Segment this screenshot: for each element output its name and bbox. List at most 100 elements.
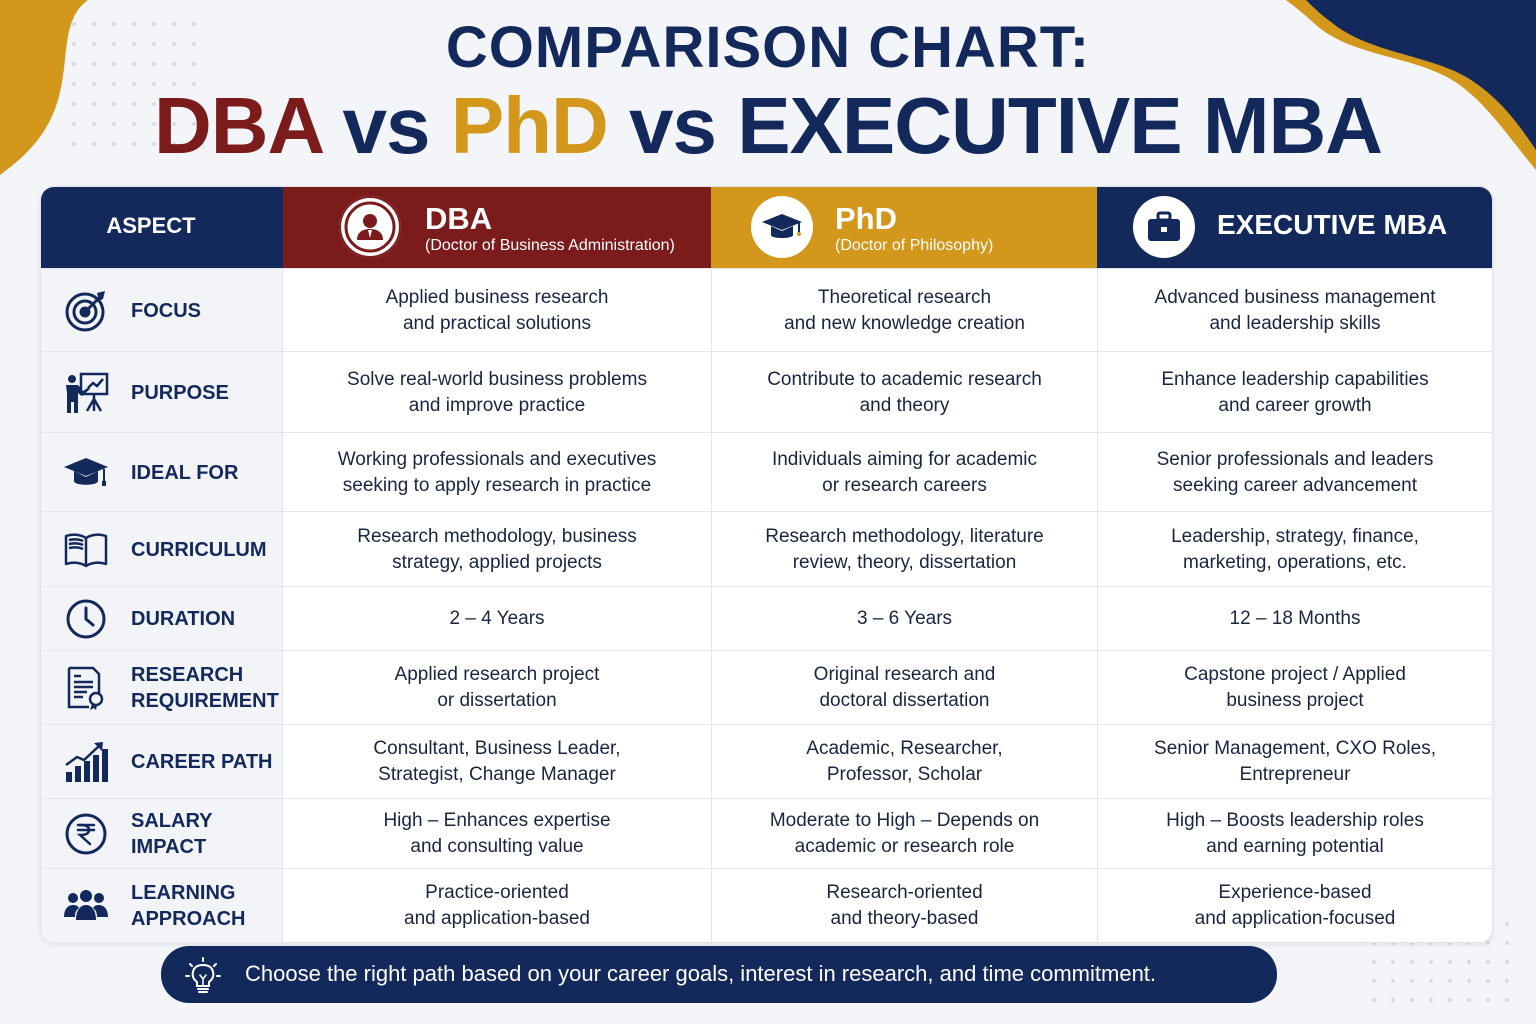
- dba-cell-text: Solve real-world business problems and i…: [347, 368, 647, 416]
- dba-cell-text: Research methodology, business strategy,…: [357, 525, 637, 573]
- header-emba: EXECUTIVE MBA: [1097, 187, 1492, 268]
- aspect-label: PURPOSE: [131, 381, 229, 404]
- decor-dot: [1486, 979, 1490, 983]
- decor-dot: [1372, 998, 1376, 1002]
- aspect-cell: CURRICULUM: [41, 512, 283, 587]
- emba-cell: High – Boosts leadership roles and earni…: [1098, 799, 1492, 869]
- emba-cell-text: Senior professionals and leaders seeking…: [1156, 448, 1434, 496]
- emba-cell: Senior Management, CXO Roles, Entreprene…: [1098, 725, 1492, 799]
- page-title-line1: COMPARISON CHART:: [445, 15, 1091, 80]
- aspect-label: LEARNING APPROACH: [131, 882, 246, 930]
- emba-cell: Capstone project / Applied business proj…: [1098, 651, 1492, 725]
- dba-cell-text: Working professionals and executives see…: [337, 448, 657, 496]
- table-row: DURATION 2 – 4 Years 3 – 6 Years 12 – 18 Mo…: [41, 586, 1492, 651]
- header-dba: DBA (Doctor of Business Administration): [283, 187, 711, 268]
- dba-cell: Applied business research and practical …: [283, 269, 712, 352]
- phd-cell: Theoretical research and new knowledge c…: [712, 269, 1098, 352]
- decor-dot: [1410, 998, 1414, 1002]
- dba-cell-text: 2 – 4 Years: [449, 608, 545, 629]
- emba-cell-text: Senior Management, CXO Roles, Entreprene…: [1154, 738, 1436, 785]
- decor-dot: [1448, 979, 1452, 983]
- decor-dot: [1429, 960, 1433, 964]
- footer-text: Choose the right path based on your care…: [245, 961, 1157, 986]
- decor-dot: [1429, 979, 1433, 983]
- aspect-label: DURATION: [131, 608, 236, 630]
- phd-cell-text: 3 – 6 Years: [856, 608, 953, 629]
- decor-dot: [1410, 960, 1414, 964]
- decor-dot: [1372, 960, 1376, 964]
- dba-cell: 2 – 4 Years: [283, 587, 712, 651]
- dba-cell: Applied research project or dissertation: [283, 651, 712, 725]
- decor-dot: [1372, 979, 1376, 983]
- phd-cell-text: Theoretical research and new knowledge c…: [784, 286, 1025, 334]
- emba-cell-text: High – Boosts leadership roles and earni…: [1166, 810, 1424, 857]
- aspect-cell: FOCUS: [41, 269, 283, 352]
- comparison-table: ASPECT DBA (Doctor of Business Administr…: [40, 186, 1493, 943]
- dba-cell: Research methodology, business strategy,…: [283, 512, 712, 587]
- emba-cell-text: Capstone project / Applied business proj…: [1184, 664, 1406, 711]
- header-phd-subtitle: (Doctor of Philosophy): [835, 237, 994, 254]
- emba-cell-text: Advanced business management and leaders…: [1154, 286, 1436, 334]
- emba-cell: 12 – 18 Months: [1098, 587, 1492, 651]
- rupee-icon: [63, 811, 109, 857]
- emba-cell-text: Experience-based and application-focused: [1194, 882, 1396, 929]
- briefcase-icon: [1133, 196, 1195, 258]
- decor-dot: [1486, 998, 1490, 1002]
- aspect-cell: DURATION: [41, 587, 283, 651]
- phd-cell-text: Contribute to academic research and theo…: [767, 368, 1042, 416]
- table-row: FOCUS Applied business research and pract…: [41, 268, 1492, 352]
- header-aspect: ASPECT: [41, 187, 283, 268]
- emba-cell: Experience-based and application-focused: [1098, 869, 1492, 942]
- phd-cell-text: Individuals aiming for academic or resea…: [771, 448, 1038, 496]
- phd-cell: Contribute to academic research and theo…: [712, 352, 1098, 433]
- table-row: LEARNING APPROACH Practice-oriented and a…: [41, 868, 1492, 942]
- dba-cell-text: Consultant, Business Leader, Strategist,…: [373, 738, 621, 785]
- title-vs-2: vs: [628, 81, 717, 170]
- table-row: CURRICULUM Research methodology, business…: [41, 511, 1492, 587]
- decor-dot: [1467, 998, 1471, 1002]
- dba-cell-text: Practice-oriented and application-based: [404, 882, 590, 929]
- phd-cell: Academic, Researcher, Professor, Scholar: [712, 725, 1098, 799]
- phd-cell: Research-oriented and theory-based: [712, 869, 1098, 942]
- header-dba-subtitle: (Doctor of Business Administration): [425, 237, 675, 254]
- phd-cell: 3 – 6 Years: [712, 587, 1098, 651]
- aspect-label: CURRICULUM: [131, 538, 267, 561]
- phd-cell-text: Moderate to High – Depends on academic o…: [769, 810, 1040, 857]
- emba-cell: Advanced business management and leaders…: [1098, 269, 1492, 352]
- title-vs-1: vs: [342, 81, 431, 170]
- aspect-label: SALARY IMPACT: [131, 810, 213, 858]
- presenter-icon: [63, 369, 109, 415]
- decor-dot: [1505, 960, 1509, 964]
- decor-dot: [1448, 960, 1452, 964]
- title-dba: DBA: [153, 81, 322, 170]
- phd-cell-text: Research methodology, literature review,…: [765, 525, 1044, 573]
- title-phd: PhD: [450, 81, 609, 170]
- table-row: SALARY IMPACT High – Enhances expertise a…: [41, 798, 1492, 869]
- decor-dot: [1448, 998, 1452, 1002]
- phd-cell-text: Research-oriented and theory-based: [826, 882, 983, 929]
- decor-dot: [1410, 979, 1414, 983]
- lightbulb-icon: [185, 957, 221, 993]
- emba-cell: Enhance leadership capabilities and care…: [1098, 352, 1492, 433]
- aspect-label: RESEARCH REQUIREMENT: [131, 664, 279, 712]
- aspect-cell: RESEARCH REQUIREMENT: [41, 651, 283, 725]
- growth-chart-icon: [63, 739, 109, 785]
- dba-cell-text: High – Enhances expertise and consulting…: [383, 810, 611, 857]
- phd-cell-text: Original research and doctoral dissertat…: [813, 664, 996, 711]
- aspect-cell: CAREER PATH: [41, 725, 283, 799]
- title-emba: EXECUTIVE MBA: [737, 81, 1383, 170]
- emba-cell-text: Enhance leadership capabilities and care…: [1161, 368, 1429, 416]
- emba-cell-text: Leadership, strategy, finance, marketing…: [1171, 525, 1419, 573]
- emba-cell: Senior professionals and leaders seeking…: [1098, 433, 1492, 512]
- graduation-cap-icon: [751, 196, 813, 258]
- page-title-line2: DBA vs PhD vs EXECUTIVE MBA: [0, 80, 1536, 172]
- phd-cell: Original research and doctoral dissertat…: [712, 651, 1098, 725]
- aspect-cell: SALARY IMPACT: [41, 799, 283, 869]
- aspect-label: FOCUS: [131, 299, 201, 322]
- phd-cell-text: Academic, Researcher, Professor, Scholar: [806, 738, 1003, 785]
- dba-cell-text: Applied business research and practical …: [385, 286, 609, 334]
- decor-dot: [1505, 998, 1509, 1002]
- header-phd: PhD (Doctor of Philosophy): [711, 187, 1097, 268]
- dba-cell: Solve real-world business problems and i…: [283, 352, 712, 433]
- emba-cell-text: 12 – 18 Months: [1229, 608, 1361, 629]
